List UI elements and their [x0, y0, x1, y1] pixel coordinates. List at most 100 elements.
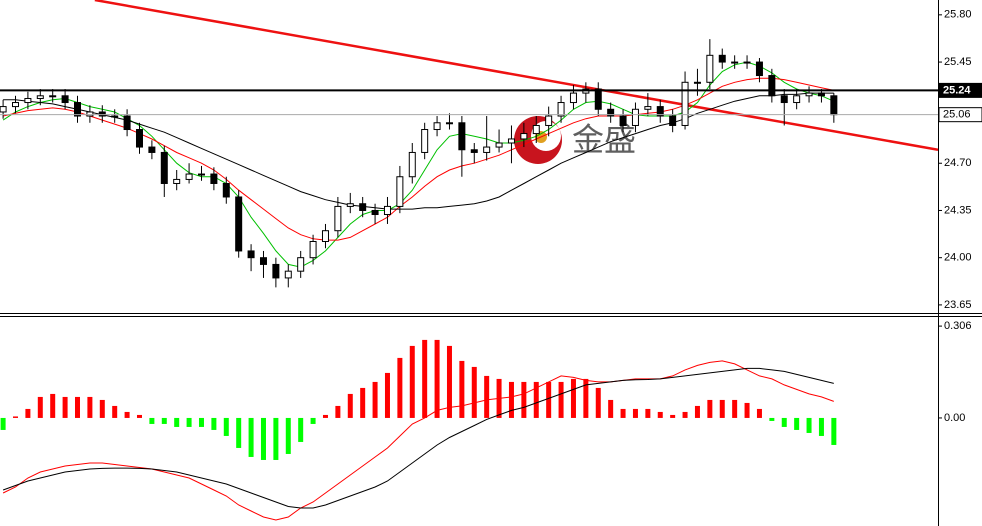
- histogram-bar: [50, 393, 56, 418]
- histogram-bar: [198, 417, 204, 427]
- histogram-bar: [682, 411, 688, 418]
- histogram-bar: [360, 387, 366, 418]
- histogram-bar: [632, 408, 638, 418]
- candle-body: [793, 95, 801, 104]
- histogram-bar: [124, 411, 130, 418]
- candle-body: [780, 95, 788, 104]
- histogram-bar: [74, 396, 80, 418]
- histogram-bar: [322, 414, 328, 418]
- histogram-bar: [174, 417, 180, 427]
- candle-body: [681, 81, 689, 126]
- histogram-bar: [608, 399, 614, 418]
- candle-body: [185, 173, 193, 180]
- candle-body: [135, 129, 143, 148]
- histogram-bar: [397, 357, 403, 418]
- histogram-bar: [446, 345, 452, 418]
- candle-body: [396, 176, 404, 207]
- histogram-bar: [583, 378, 589, 418]
- candle-body: [805, 92, 813, 97]
- histogram-bar: [422, 339, 428, 418]
- histogram-bar: [384, 372, 390, 418]
- candle-body: [259, 257, 267, 265]
- candle-body: [284, 270, 292, 279]
- candle-body: [557, 102, 565, 117]
- y-tick-label: 0.306: [944, 320, 972, 332]
- histogram-bar: [248, 417, 254, 457]
- histogram-bar: [459, 360, 465, 418]
- histogram-bar: [645, 408, 651, 418]
- candle-body: [73, 102, 81, 117]
- plot-area: [0, 0, 938, 288]
- candle-body: [445, 122, 453, 125]
- histogram-bar: [508, 381, 514, 418]
- histogram-bar: [471, 366, 477, 418]
- histogram-bar: [25, 408, 31, 418]
- histogram-bar: [310, 417, 316, 424]
- candle-body: [321, 230, 329, 242]
- histogram-bar: [831, 417, 837, 445]
- histogram-bar: [657, 411, 663, 418]
- histogram-bar: [12, 416, 18, 418]
- histogram-bar: [273, 417, 279, 460]
- watermark-text: 金盛: [572, 121, 636, 157]
- histogram-bar: [149, 417, 155, 424]
- histogram-bar: [707, 399, 713, 418]
- candle-body: [111, 115, 119, 118]
- candle-body: [656, 106, 664, 117]
- candle-body: [86, 111, 94, 117]
- candle-body: [148, 146, 156, 153]
- histogram-bar: [546, 381, 552, 418]
- histogram-bar: [87, 396, 93, 418]
- candle-body: [61, 95, 69, 104]
- histogram-bar: [533, 381, 539, 418]
- y-tick-label: 24.35: [944, 204, 972, 216]
- histogram-bar: [558, 381, 564, 418]
- candle-body: [235, 196, 243, 252]
- histogram-bar: [484, 375, 490, 418]
- histogram-bar: [347, 393, 353, 418]
- candle-body: [197, 173, 205, 176]
- histogram-bar: [112, 405, 118, 418]
- candle-body: [371, 209, 379, 216]
- candle-body: [458, 122, 466, 151]
- y-tick-label: 25.80: [944, 9, 972, 21]
- histogram-bar: [769, 417, 775, 421]
- histogram-bar: [570, 378, 576, 418]
- price-label: 25.06: [943, 109, 971, 121]
- candle-body: [297, 257, 305, 272]
- candle-body: [0, 106, 7, 113]
- candle-body: [272, 263, 280, 279]
- histogram-bar: [694, 405, 700, 418]
- candle-body: [817, 92, 825, 97]
- histogram-bar: [0, 417, 6, 430]
- candle-body: [520, 133, 528, 140]
- histogram-bar: [756, 408, 762, 418]
- histogram-bar: [620, 408, 626, 418]
- plot-area: [0, 339, 837, 521]
- histogram-bar: [211, 417, 217, 430]
- y-tick-label: 24.00: [944, 252, 972, 264]
- candle-body: [731, 61, 739, 64]
- histogram-bar: [223, 417, 229, 436]
- histogram-bar: [670, 414, 676, 418]
- candle-body: [222, 182, 230, 198]
- y-tick-label: 25.45: [944, 56, 972, 68]
- candle-body: [644, 106, 652, 110]
- candle-body: [755, 61, 763, 77]
- histogram-bar: [260, 417, 266, 460]
- y-tick-label: 23.65: [944, 299, 972, 311]
- candle-body: [495, 142, 503, 148]
- candle-body: [309, 240, 317, 259]
- candle-body: [383, 205, 391, 216]
- histogram-bar: [37, 396, 43, 418]
- candle-body: [359, 203, 367, 211]
- candle-body: [669, 115, 677, 126]
- histogram-bar: [818, 417, 824, 436]
- histogram-bar: [335, 405, 341, 418]
- y-tick-label: 24.70: [944, 157, 972, 169]
- macd-line: [2, 367, 834, 509]
- candle-body: [210, 173, 218, 184]
- histogram-bar: [595, 387, 601, 418]
